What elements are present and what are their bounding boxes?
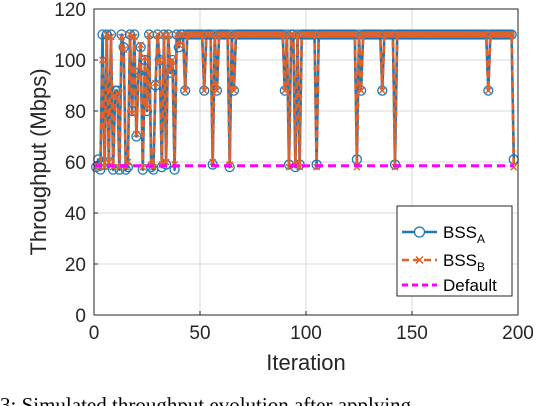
data-point <box>128 110 136 118</box>
data-point <box>387 31 395 38</box>
data-point <box>98 56 106 64</box>
data-point <box>145 31 153 38</box>
throughput-chart: 0 50 100 150 200 0 20 40 60 80 100 120 Iteration Th… <box>0 0 556 386</box>
data-point <box>296 163 304 171</box>
series-2 <box>92 31 518 171</box>
data-point <box>132 130 140 138</box>
data-point <box>508 31 516 38</box>
data-point <box>480 31 488 38</box>
data-point <box>357 87 365 95</box>
data-point <box>154 31 162 38</box>
series-line <box>95 33 516 169</box>
legend-box <box>396 205 513 297</box>
data-point <box>126 31 134 38</box>
data-point <box>130 33 138 41</box>
data-point <box>209 158 217 166</box>
data-point <box>204 31 212 38</box>
data-point <box>168 56 176 64</box>
x-tick-label: 150 <box>396 323 428 344</box>
data-point <box>124 158 132 166</box>
y-tick-label: 40 <box>65 204 86 225</box>
y-tick-label: 60 <box>65 153 86 174</box>
x-axis-label: Iteration <box>266 350 346 375</box>
y-tick-label: 120 <box>54 0 86 21</box>
data-point <box>166 66 174 74</box>
legend-entry: BSSB <box>402 251 485 274</box>
x-tick-label: 100 <box>290 323 322 344</box>
data-point <box>103 31 111 38</box>
x-tick-label: 50 <box>189 323 210 344</box>
data-point <box>378 87 386 95</box>
data-point <box>281 87 289 95</box>
data-point <box>374 31 382 38</box>
legend-label: Default <box>443 276 497 295</box>
data-point <box>287 31 295 38</box>
y-axis-label: Throughput (Mbps) <box>26 68 51 255</box>
data-point <box>151 79 159 87</box>
legend-label: BSSA <box>443 223 485 246</box>
y-tick-label: 100 <box>54 51 86 72</box>
series-layer <box>90 29 519 175</box>
legend-entries: BSSA BSSB Default <box>402 223 497 295</box>
y-tick-label: 0 <box>75 306 86 327</box>
data-point <box>230 87 238 95</box>
data-point <box>164 31 172 38</box>
chart-background <box>0 0 556 386</box>
axis-ticks: 0 50 100 150 200 0 20 40 60 80 100 120 <box>54 0 534 344</box>
data-point <box>484 87 492 95</box>
data-point <box>196 31 204 38</box>
data-point <box>175 41 183 49</box>
data-point <box>181 87 189 95</box>
legend-label-subscript: A <box>477 232 485 246</box>
data-point <box>221 31 229 38</box>
x-tick-label: 200 <box>502 323 534 344</box>
legend-label-subscript: B <box>477 260 485 274</box>
data-point <box>143 104 151 112</box>
data-point <box>120 46 128 54</box>
data-point <box>277 31 285 38</box>
data-point <box>349 31 357 38</box>
legend-label: BSSB <box>443 251 485 274</box>
legend: BSSA BSSB Default <box>396 205 513 297</box>
data-point <box>177 31 185 38</box>
data-point <box>200 87 208 95</box>
data-point <box>156 56 164 64</box>
legend-marker <box>415 255 424 265</box>
data-point <box>137 41 145 49</box>
data-point <box>135 71 143 79</box>
data-point <box>213 87 221 95</box>
legend-entry: Default <box>402 276 497 295</box>
data-point <box>141 53 149 61</box>
data-point <box>308 31 316 38</box>
y-tick-label: 20 <box>65 255 86 276</box>
data-point <box>107 33 115 41</box>
x-tick-label: 0 <box>89 323 100 344</box>
legend-entry: BSSA <box>402 223 485 246</box>
data-point <box>113 89 121 97</box>
data-point <box>162 158 170 166</box>
data-point <box>506 31 514 38</box>
y-tick-label: 80 <box>65 102 86 123</box>
figure-caption: 3: Simulated throughput evolution after … <box>0 393 412 406</box>
legend-marker <box>413 226 426 238</box>
data-point <box>118 33 126 41</box>
